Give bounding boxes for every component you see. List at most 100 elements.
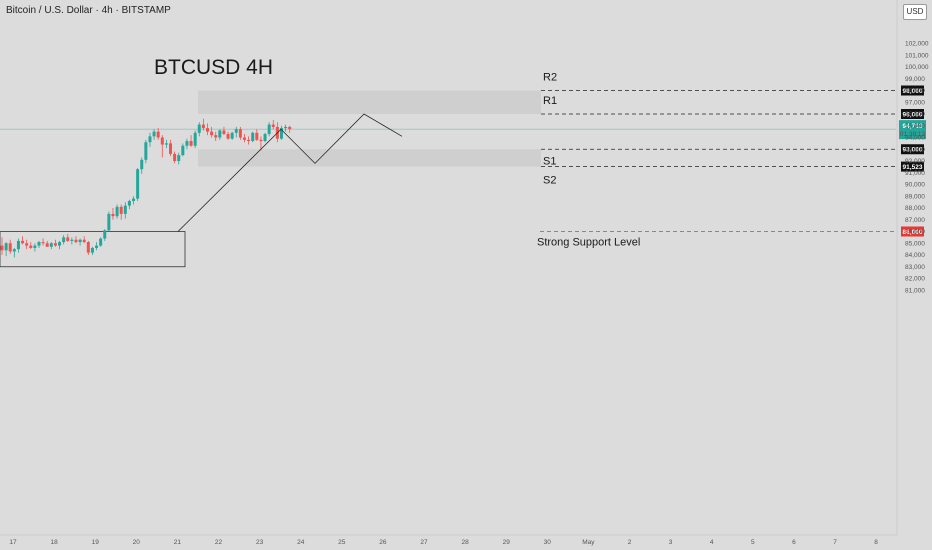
candle <box>33 243 37 252</box>
candle-body <box>127 200 131 206</box>
candle-body <box>99 238 103 246</box>
candle-body <box>263 133 267 142</box>
candle-body <box>136 169 140 199</box>
candle-body <box>58 242 62 246</box>
time-tick: 17 <box>9 539 17 546</box>
price-tick: 101,000 <box>905 52 929 59</box>
candle <box>288 125 292 133</box>
level-price-label: 96,000 <box>903 111 923 118</box>
candle <box>271 119 275 130</box>
candle <box>82 236 86 244</box>
candle <box>111 208 115 220</box>
time-tick: 29 <box>503 539 511 546</box>
level-price-box <box>901 161 924 172</box>
time-tick: 19 <box>92 539 100 546</box>
candle <box>251 131 255 143</box>
candle-body <box>193 132 197 146</box>
level-price-label: 91,523 <box>903 164 923 171</box>
candle <box>58 240 62 250</box>
candle-body <box>218 130 222 138</box>
time-tick: 25 <box>338 539 346 546</box>
candle-body <box>41 242 45 244</box>
price-tick: 93,000 <box>905 146 925 153</box>
candle <box>247 136 251 145</box>
current-price-label: 94,713 <box>903 123 923 130</box>
price-axis: 102,000 101,000 100,000 99,000 98,000 97,000 9… <box>896 0 929 535</box>
candle <box>115 204 119 219</box>
candle <box>259 136 263 151</box>
candle <box>181 143 185 157</box>
price-tick: 99,000 <box>905 76 925 83</box>
level-price-label: 86,000 <box>903 229 923 236</box>
time-tick: 3 <box>669 539 673 546</box>
level-price-label: 93,000 <box>903 147 923 154</box>
candle-body <box>177 155 181 161</box>
candle <box>41 238 45 246</box>
candle <box>45 240 49 247</box>
consolidation-rect <box>0 231 186 268</box>
candle <box>0 237 4 255</box>
countdown-label: 01:38:13 <box>900 131 926 138</box>
candle <box>148 132 152 147</box>
price-tick: 94,000 <box>905 135 925 142</box>
candle-body <box>210 131 214 136</box>
candle-body <box>279 128 283 139</box>
time-tick: May <box>582 539 595 546</box>
price-tick: 90,000 <box>905 182 925 189</box>
candle-body <box>82 239 86 243</box>
candle-body <box>53 243 57 246</box>
level-label: R2 <box>543 72 557 84</box>
time-tick: 4 <box>710 539 714 546</box>
candle <box>29 242 33 250</box>
candle-body <box>49 243 53 247</box>
candle <box>78 238 82 246</box>
candle-body <box>111 213 115 217</box>
time-tick: 6 <box>792 539 796 546</box>
time-tick: 2 <box>628 539 632 546</box>
candle-body <box>66 237 70 241</box>
candle-body <box>164 143 168 145</box>
support-zone <box>198 149 541 167</box>
time-tick: 20 <box>133 539 141 546</box>
candle <box>177 152 181 165</box>
candle-body <box>8 243 12 252</box>
candle <box>99 237 103 247</box>
candle-body <box>251 132 255 142</box>
currency-button[interactable]: USD <box>903 4 927 20</box>
candle-body <box>173 153 177 161</box>
candle-body <box>234 129 238 133</box>
candle <box>197 122 201 137</box>
candle-body <box>4 243 8 251</box>
time-tick: 21 <box>174 539 182 546</box>
candle-body <box>29 245 33 248</box>
candle <box>119 204 123 220</box>
level-price-box <box>901 85 924 96</box>
level-label: Strong Support Level <box>537 237 640 249</box>
level-label: R1 <box>543 95 557 107</box>
candle-body <box>267 124 271 134</box>
candle <box>169 139 173 157</box>
candle <box>218 129 222 140</box>
candle <box>214 131 218 142</box>
candle <box>8 239 12 254</box>
candle-body <box>222 130 226 134</box>
time-tick: 18 <box>50 539 58 546</box>
candle <box>95 242 99 251</box>
candle <box>210 126 214 138</box>
candle <box>103 229 107 241</box>
candle-body <box>33 245 37 248</box>
level-label: S2 <box>543 175 556 187</box>
candle <box>90 246 94 255</box>
candle-body <box>119 206 123 214</box>
level-label: S1 <box>543 155 556 167</box>
candle <box>234 126 238 138</box>
candle <box>107 211 111 232</box>
candle <box>132 196 136 205</box>
candle-body <box>160 137 164 145</box>
time-tick: 23 <box>256 539 264 546</box>
price-tick: 85,000 <box>905 240 925 247</box>
price-tick: 82,000 <box>905 276 925 283</box>
candle <box>127 199 131 210</box>
time-axis: 17 18 19 20 21 22 23 24 25 26 27 28 29 30 May 2 3 4 5 6 7 8 <box>0 534 897 546</box>
